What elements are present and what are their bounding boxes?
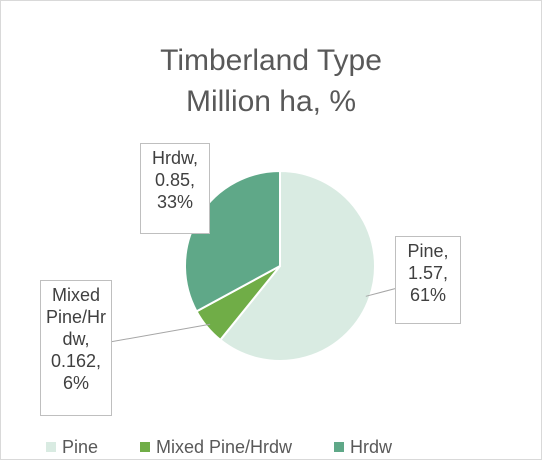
chart-subtitle: Million ha, %: [186, 85, 356, 118]
legend-label: Pine: [62, 437, 98, 457]
legend-marker: [140, 442, 150, 452]
legend-marker: [334, 442, 344, 452]
legend-label: Hrdw: [350, 437, 393, 457]
data-label: Mixed Pine/Hrdw, 0.162, 6%: [40, 280, 112, 416]
legend-label: Mixed Pine/Hrdw: [156, 437, 293, 457]
legend-marker: [46, 442, 56, 452]
chart-title: Timberland Type: [160, 44, 382, 77]
data-label: Pine, 1.57, 61%: [395, 236, 461, 324]
pie-slice: [218, 169, 376, 362]
data-label: Hrdw, 0.85, 33%: [140, 143, 210, 234]
